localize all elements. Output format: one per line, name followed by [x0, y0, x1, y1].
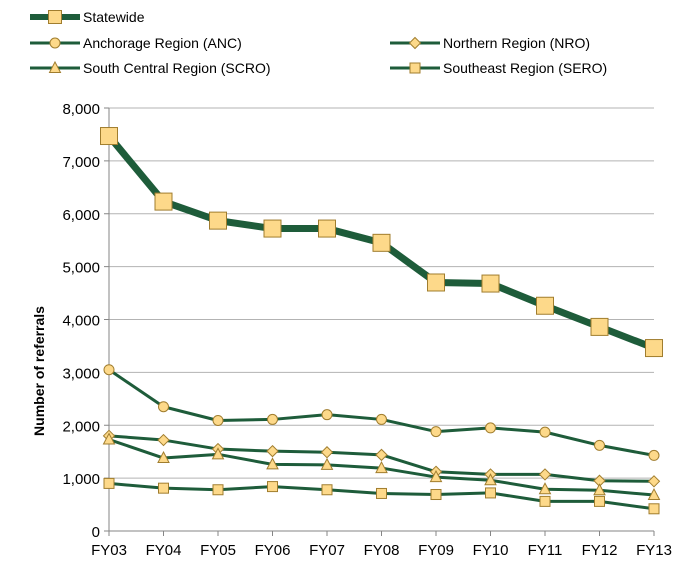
data-point	[376, 487, 387, 499]
legend-item: Southeast Region (SERO)	[390, 60, 607, 76]
data-point	[103, 364, 115, 376]
data-point	[375, 461, 388, 474]
x-tick-label: FY13	[636, 542, 672, 559]
y-tick-label: 3,000	[62, 365, 100, 382]
legend: Statewide Anchorage Region (ANC) Northern …	[30, 9, 607, 76]
data-point	[267, 413, 278, 425]
series-3	[102, 432, 661, 501]
x-tick-label: FY08	[364, 542, 400, 559]
legend-label: Northern Region (NRO)	[443, 35, 590, 51]
x-axis-ticks: FY03 FY04 FY05 FY06 FY07 FY08 FY09 FY10 FY11 FY12…	[91, 531, 672, 559]
data-point	[209, 211, 227, 230]
y-axis-label: Number of referrals	[31, 306, 47, 436]
x-tick-label: FY07	[309, 542, 345, 559]
data-point	[648, 503, 660, 515]
data-point	[103, 477, 115, 489]
legend-item: South Central Region (SCRO)	[30, 60, 271, 76]
y-tick-label: 5,000	[62, 260, 100, 277]
data-point	[320, 446, 334, 459]
data-point	[266, 457, 279, 470]
data-point	[211, 447, 225, 460]
data-point	[267, 481, 278, 493]
data-point	[539, 426, 551, 438]
data-point	[645, 339, 663, 358]
y-tick-label: 1,000	[62, 471, 100, 488]
data-point	[375, 448, 388, 462]
x-tick-label: FY05	[200, 542, 236, 559]
series-1	[103, 364, 660, 461]
data-point	[263, 219, 282, 238]
legend-marker	[48, 10, 62, 24]
legend-marker	[408, 36, 422, 50]
legend-item: Northern Region (NRO)	[390, 35, 590, 51]
x-tick-label: FY04	[146, 542, 182, 559]
data-point	[320, 457, 334, 470]
data-point	[594, 439, 605, 451]
data-point	[485, 487, 496, 499]
data-point	[100, 127, 118, 146]
series-2	[102, 429, 661, 488]
legend-label: South Central Region (SCRO)	[83, 60, 271, 76]
y-axis-ticks: 0 1,000 2,000 3,000 4,000 5,000 6,000 7,000 8,00…	[62, 101, 109, 541]
data-point	[593, 483, 606, 496]
data-point	[266, 444, 279, 458]
data-point	[427, 273, 445, 292]
x-tick-label: FY10	[473, 542, 509, 559]
data-point	[538, 468, 552, 481]
y-tick-label: 6,000	[62, 207, 100, 224]
data-point	[536, 296, 554, 315]
series-line	[108, 368, 655, 457]
x-tick-label: FY11	[528, 542, 563, 559]
data-point	[154, 192, 173, 211]
data-point	[538, 482, 552, 495]
y-tick-label: 4,000	[62, 313, 100, 330]
data-point	[158, 482, 169, 494]
data-point	[481, 274, 500, 293]
data-point	[590, 317, 609, 336]
data-point	[594, 495, 605, 507]
data-point	[318, 219, 336, 238]
legend-label: Statewide	[83, 9, 145, 25]
x-tick-label: FY03	[91, 542, 127, 559]
y-tick-label: 8,000	[62, 101, 100, 118]
data-point	[102, 432, 116, 445]
y-tick-label: 0	[92, 524, 100, 541]
data-point	[647, 487, 661, 501]
data-point	[157, 433, 170, 447]
data-point	[430, 489, 442, 501]
legend-marker	[49, 37, 61, 49]
series-lines	[100, 127, 663, 515]
data-point	[648, 449, 660, 461]
data-point	[372, 233, 391, 252]
legend-label: Anchorage Region (ANC)	[83, 35, 242, 51]
y-tick-label: 7,000	[62, 154, 100, 171]
gridlines	[109, 107, 654, 479]
series-4	[103, 477, 660, 515]
legend-marker	[409, 62, 421, 74]
data-point	[429, 469, 443, 483]
data-point	[484, 473, 497, 486]
data-point	[485, 422, 496, 434]
data-point	[430, 426, 442, 438]
legend-marker	[48, 60, 62, 73]
data-point	[157, 450, 170, 464]
legend-label: Southeast Region (SERO)	[443, 60, 607, 76]
data-point	[212, 414, 224, 426]
legend-item: Statewide	[30, 9, 145, 25]
data-point	[321, 409, 333, 421]
data-point	[376, 413, 387, 425]
x-tick-label: FY09	[418, 542, 454, 559]
x-tick-label: FY06	[255, 542, 291, 559]
y-tick-label: 2,000	[62, 418, 100, 435]
data-point	[539, 495, 551, 507]
series-0	[100, 127, 663, 358]
x-tick-label: FY12	[582, 542, 618, 559]
data-point	[212, 484, 224, 496]
data-point	[321, 484, 333, 496]
data-point	[647, 475, 661, 488]
data-point	[158, 401, 169, 413]
legend-item: Anchorage Region (ANC)	[30, 35, 242, 51]
